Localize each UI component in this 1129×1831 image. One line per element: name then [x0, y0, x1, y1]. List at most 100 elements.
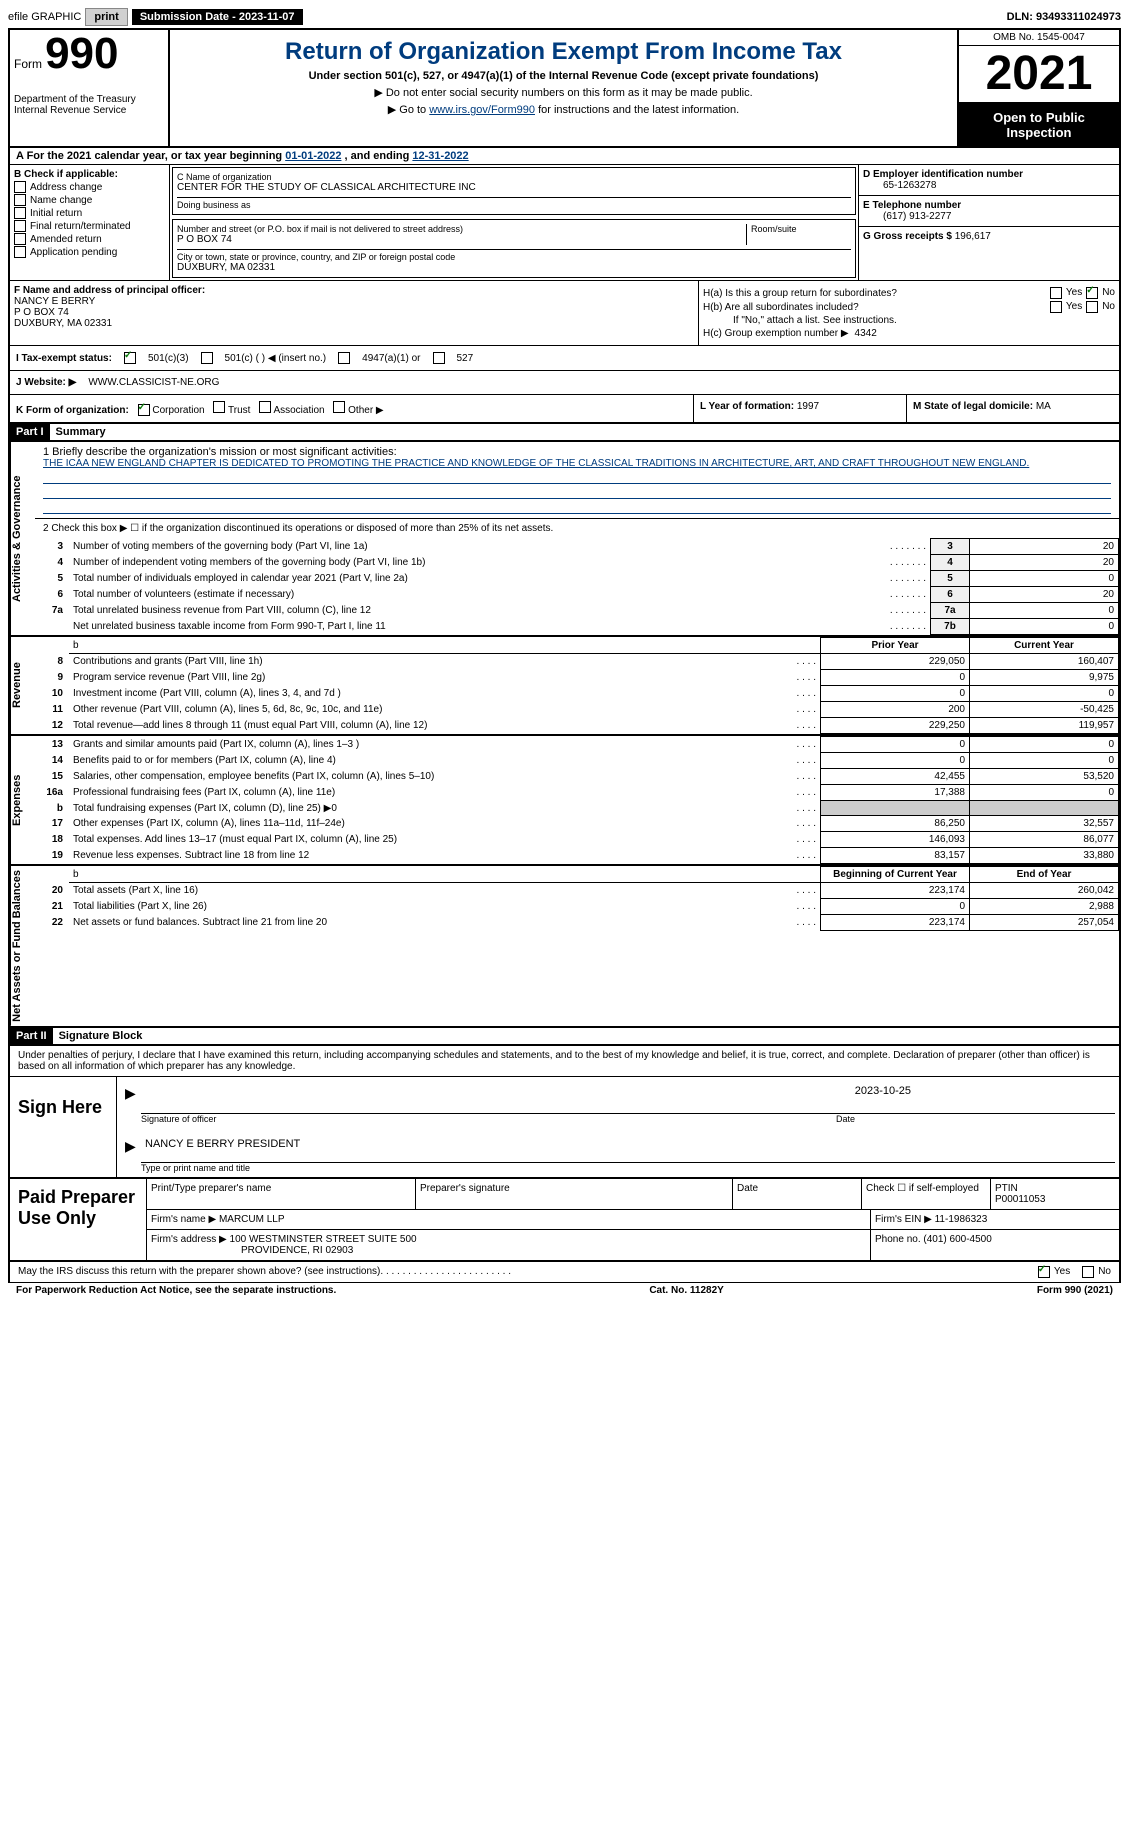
sig-caption: Signature of officer	[141, 1114, 216, 1124]
part-2-title: Signature Block	[53, 1028, 149, 1044]
revenue-section: Revenue bPrior YearCurrent Year8Contribu…	[8, 637, 1121, 736]
firm-ein-cell: Firm's EIN ▶ 11-1986323	[871, 1210, 1119, 1229]
street-label: Number and street (or P.O. box if mail i…	[177, 224, 742, 234]
checkbox-icon[interactable]	[1038, 1266, 1050, 1278]
ein-label: D Employer identification number	[863, 169, 1115, 180]
f-label: F Name and address of principal officer:	[14, 285, 694, 296]
table-row: Net unrelated business taxable income fr…	[35, 619, 1119, 635]
h-b: H(b) Are all subordinates included? Yes …	[703, 301, 1115, 313]
table-row: 19Revenue less expenses. Subtract line 1…	[35, 848, 1119, 864]
expenses-table: 13Grants and similar amounts paid (Part …	[35, 736, 1119, 864]
row-j: J Website: ▶ WWW.CLASSICIST-NE.ORG	[8, 371, 1121, 395]
mission-label: 1 Briefly describe the organization's mi…	[43, 446, 1111, 458]
governance-table: 3Number of voting members of the governi…	[35, 538, 1119, 635]
note-ssn: Do not enter social security numbers on …	[178, 86, 949, 99]
h-b-note: If "No," attach a list. See instructions…	[703, 315, 1115, 326]
blank-line	[43, 469, 1111, 484]
checkbox-icon[interactable]	[1082, 1266, 1094, 1278]
sign-fields: ▶ 2023-10-25 Signature of officer Date ▶…	[117, 1077, 1119, 1177]
checkbox-icon[interactable]	[124, 352, 136, 364]
website: WWW.CLASSICIST-NE.ORG	[88, 377, 219, 388]
header-right: OMB No. 1545-0047 2021 Open to Public In…	[957, 30, 1119, 146]
part-2-label: Part II	[10, 1028, 53, 1044]
gross-cell: G Gross receipts $ 196,617	[859, 227, 1119, 246]
table-row: 4Number of independent voting members of…	[35, 555, 1119, 571]
checkbox-icon[interactable]	[1050, 301, 1062, 313]
note-link: Go to www.irs.gov/Form990 for instructio…	[178, 103, 949, 116]
mission-block: 1 Briefly describe the organization's mi…	[35, 442, 1119, 519]
table-row: 8Contributions and grants (Part VIII, li…	[35, 654, 1119, 670]
checkbox-icon[interactable]	[338, 352, 350, 364]
prep-sig-header: Preparer's signature	[416, 1179, 733, 1209]
section-f: F Name and address of principal officer:…	[10, 281, 699, 345]
checkbox-icon[interactable]	[14, 194, 26, 206]
penalties-text: Under penalties of perjury, I declare th…	[10, 1046, 1119, 1076]
irs-link[interactable]: www.irs.gov/Form990	[429, 104, 535, 116]
table-row: 6Total number of volunteers (estimate if…	[35, 587, 1119, 603]
checkbox-icon[interactable]	[201, 352, 213, 364]
netassets-table: bBeginning of Current YearEnd of Year20T…	[35, 866, 1119, 931]
h-c-value: 4342	[855, 328, 877, 339]
cy-end: 12-31-2022	[412, 150, 468, 162]
table-row: 12Total revenue—add lines 8 through 11 (…	[35, 718, 1119, 734]
open-inspection: Open to Public Inspection	[959, 104, 1119, 146]
checkbox-icon[interactable]	[14, 207, 26, 219]
section-b: B Check if applicable: Address change Na…	[10, 165, 170, 280]
date-caption: Date	[836, 1114, 855, 1124]
h-c: H(c) Group exemption number ▶ 4342	[703, 328, 1115, 339]
print-button[interactable]: print	[85, 8, 127, 26]
mission-text: THE ICAA NEW ENGLAND CHAPTER IS DEDICATE…	[43, 458, 1111, 469]
preparer-label: Paid Preparer Use Only	[10, 1179, 147, 1260]
triangle-icon: ▶	[125, 1138, 136, 1155]
room-label: Room/suite	[751, 224, 851, 234]
m-state: M State of legal domicile: MA	[907, 395, 1119, 422]
checkbox-icon[interactable]	[333, 401, 345, 413]
header: Form 990 Department of the Treasury Inte…	[8, 28, 1121, 148]
city: DUXBURY, MA 02331	[177, 262, 851, 273]
checkbox-icon[interactable]	[1086, 287, 1098, 299]
checkbox-icon[interactable]	[433, 352, 445, 364]
table-row: 3Number of voting members of the governi…	[35, 539, 1119, 555]
h-a: H(a) Is this a group return for subordin…	[703, 287, 1115, 299]
checkbox-icon[interactable]	[14, 181, 26, 193]
checkbox-icon[interactable]	[259, 401, 271, 413]
table-row: 20Total assets (Part X, line 16) . . . .…	[35, 883, 1119, 899]
address-box: Number and street (or P.O. box if mail i…	[172, 219, 856, 278]
top-bar: efile GRAPHIC print Submission Date - 20…	[8, 8, 1121, 26]
officer-name: NANCY E BERRY PRESIDENT	[145, 1138, 300, 1158]
sign-here-label: Sign Here	[10, 1077, 117, 1177]
cy-label: A For the 2021 calendar year, or tax yea…	[16, 150, 285, 162]
org-name: CENTER FOR THE STUDY OF CLASSICAL ARCHIT…	[177, 182, 851, 193]
dept-label: Department of the Treasury Internal Reve…	[14, 94, 164, 116]
street: P O BOX 74	[177, 234, 742, 245]
header-center: Return of Organization Exempt From Incom…	[170, 30, 957, 146]
f-city: DUXBURY, MA 02331	[14, 318, 694, 329]
checkbox-icon[interactable]	[14, 246, 26, 258]
check-name: Name change	[14, 194, 165, 206]
check-pending: Application pending	[14, 246, 165, 258]
i-label: I Tax-exempt status:	[16, 353, 112, 364]
governance-section: Activities & Governance 1 Briefly descri…	[8, 442, 1121, 637]
cat-no: Cat. No. 11282Y	[649, 1285, 723, 1296]
efile-label: efile GRAPHIC	[8, 11, 81, 23]
cy-mid: , and ending	[345, 150, 413, 162]
checkbox-icon[interactable]	[138, 404, 150, 416]
signature-block: Under penalties of perjury, I declare th…	[8, 1046, 1121, 1179]
checkbox-icon[interactable]	[14, 220, 26, 232]
officer-name-line: ▶ NANCY E BERRY PRESIDENT	[141, 1134, 1115, 1163]
gross-label: G Gross receipts $	[863, 231, 952, 242]
note-post: for instructions and the latest informat…	[538, 104, 739, 116]
checkbox-icon[interactable]	[14, 233, 26, 245]
triangle-icon: ▶	[125, 1085, 136, 1102]
table-row: 21Total liabilities (Part X, line 26) . …	[35, 899, 1119, 915]
irs-discuss-row: May the IRS discuss this return with the…	[8, 1262, 1121, 1283]
officer-sig-line: ▶ 2023-10-25	[141, 1081, 1115, 1114]
checkbox-icon[interactable]	[1050, 287, 1062, 299]
checkbox-icon[interactable]	[1086, 301, 1098, 313]
table-row: 9Program service revenue (Part VIII, lin…	[35, 670, 1119, 686]
omb-number: OMB No. 1545-0047	[959, 30, 1119, 46]
check-final: Final return/terminated	[14, 220, 165, 232]
checkbox-icon[interactable]	[213, 401, 225, 413]
blank-line	[43, 499, 1111, 514]
prep-check-header: Check ☐ if self-employed	[862, 1179, 991, 1209]
